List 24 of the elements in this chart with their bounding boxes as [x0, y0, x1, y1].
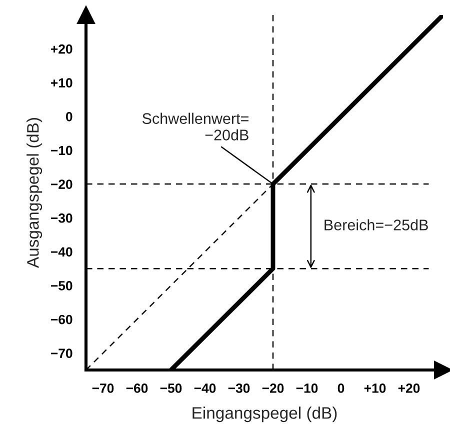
- annotation: Bereich=−25dB: [324, 219, 428, 230]
- x-tick-label: −40: [194, 384, 216, 393]
- x-tick-label: −20: [262, 384, 284, 393]
- y-tick-label: +20: [50, 44, 72, 54]
- x-tick-label: −50: [160, 384, 182, 393]
- x-tick-label: −70: [92, 384, 114, 393]
- x-tick-label: 0: [338, 384, 344, 393]
- y-tick-label: −30: [50, 213, 72, 223]
- x-tick-label: +10: [364, 384, 386, 393]
- x-tick-label: −10: [296, 384, 318, 393]
- y-tick-label: +10: [50, 78, 72, 88]
- x-tick-label: −30: [228, 384, 250, 393]
- x-tick-label: +20: [398, 384, 420, 393]
- x-tick-label: −60: [126, 384, 148, 393]
- x-axis-title: Eingangspegel (dB): [192, 406, 337, 422]
- y-tick-label: −50: [50, 281, 72, 290]
- y-tick-label: −40: [50, 247, 72, 257]
- y-tick-label: −10: [50, 146, 72, 156]
- y-tick-label: 0: [66, 112, 72, 122]
- y-tick-label: −70: [50, 348, 72, 358]
- y-tick-label: −20: [50, 180, 72, 189]
- y-axis-title: Ausgangspegel (dB): [26, 118, 42, 268]
- y-tick-label: −60: [50, 314, 72, 324]
- annotation: Schwellenwert= −20dB: [142, 112, 248, 140]
